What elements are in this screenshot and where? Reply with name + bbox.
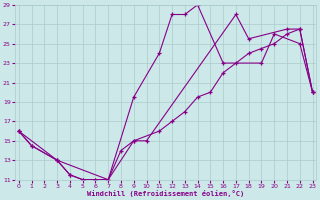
X-axis label: Windchill (Refroidissement éolien,°C): Windchill (Refroidissement éolien,°C) — [87, 190, 244, 197]
